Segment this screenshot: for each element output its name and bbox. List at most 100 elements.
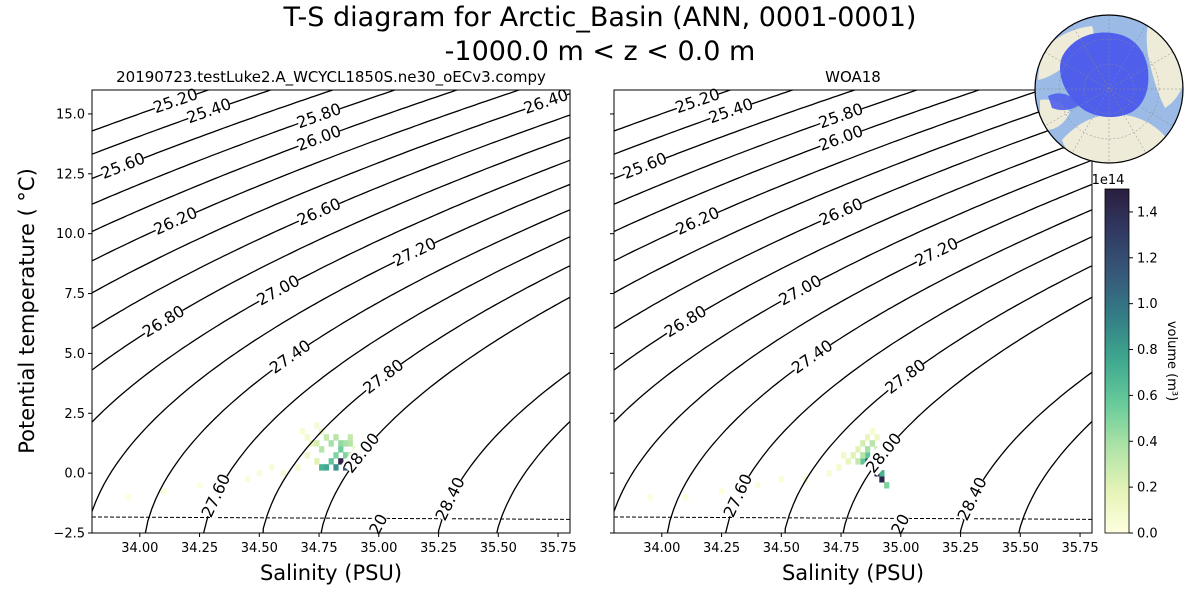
- l-volume-cell: [295, 464, 301, 471]
- l-volume-cell: [347, 440, 353, 447]
- r-volume-cell: [879, 476, 885, 483]
- l-contour-line: [320, 296, 570, 533]
- r-contour-label-bg: [954, 475, 991, 523]
- l-volume-cell: [256, 470, 263, 477]
- l-contour-label-bg: [99, 149, 147, 183]
- l-contour-label-bg: [390, 234, 439, 270]
- right-x-axis-label: Salinity (PSU): [782, 561, 924, 585]
- r-contour-label-bg: [817, 195, 865, 230]
- right-freezing-line: [614, 516, 1092, 520]
- r-x-tick-label: 35.25: [942, 541, 979, 556]
- l-y-tick-label: 12.5: [56, 167, 85, 182]
- l-contour-line: [92, 183, 570, 512]
- l-contour-label: 26.80: [139, 301, 188, 341]
- l-contour-label-bg: [522, 86, 570, 118]
- colorbar-tick-label: 1.2: [1137, 251, 1158, 266]
- r-contour-line: [842, 296, 1092, 533]
- l-contour-line: [92, 136, 570, 371]
- l-volume-cell: [314, 440, 320, 447]
- l-contour-label: 26.60: [294, 194, 344, 230]
- l-volume-cell: [304, 452, 310, 459]
- l-y-tick-label: −2.5: [53, 527, 85, 542]
- l-contour-label-bg: [151, 204, 200, 239]
- l-contour-label-bg: [295, 122, 343, 155]
- r-pressure-label-bg: [888, 512, 913, 537]
- left-axes-frame: [91, 89, 571, 534]
- l-contour-line: [144, 209, 570, 533]
- l-volume-cell: [319, 446, 325, 453]
- r-volume-cell: [755, 482, 761, 489]
- r-contour-line: [784, 265, 1092, 533]
- r-contour-label-bg: [817, 100, 865, 132]
- l-freezing-line-path: [92, 516, 570, 520]
- r-volume-cell: [874, 434, 880, 441]
- r-x-tick-label: 35.50: [1002, 541, 1039, 556]
- inset-region-shelf-extension: [1048, 93, 1080, 111]
- r-volume-cell: [778, 476, 785, 483]
- l-y-tick-label: 0.0: [64, 467, 85, 482]
- r-contour-label-bg: [673, 85, 722, 117]
- l-x-tick-label: 35.00: [360, 541, 397, 556]
- r-x-tick-label: 34.50: [763, 541, 800, 556]
- r-contour-label-bg: [662, 302, 710, 341]
- graticule-meridian: [1044, 51, 1174, 127]
- l-y-tick-label: 2.5: [64, 407, 85, 422]
- r-contour-line: [614, 93, 1092, 294]
- l-volume-cell: [347, 434, 353, 441]
- colorbar-label: volume (m³): [1164, 321, 1179, 401]
- r-freezing-line-path: [614, 516, 1092, 520]
- inset-arctic-basin-region: [1060, 32, 1149, 118]
- l-volume-cell: [245, 476, 251, 483]
- l-volume-cell: [323, 434, 329, 441]
- l-contour-label-bg: [198, 471, 234, 520]
- l-y-tick-label: 5.0: [64, 347, 85, 362]
- r-contour-line: [724, 236, 1092, 533]
- right-contour-labels: 25.2025.4025.6025.8026.0026.2026.4026.60…: [620, 84, 1093, 537]
- l-pressure-label-bg: [366, 512, 391, 537]
- l-contour-line: [92, 90, 335, 180]
- l-contour-label: 27.40: [266, 336, 314, 378]
- r-x-tick-label: 35.75: [1061, 541, 1098, 556]
- colorbar-tick-label: 0.6: [1137, 389, 1158, 404]
- l-contour-label-bg: [360, 356, 407, 398]
- left-y-ticks: −2.5 0.0 2.5 5.0 7.5 10.0 12.5 15.0: [53, 107, 92, 542]
- r-volume-cell: [683, 494, 689, 501]
- colorbar: 1e14 0.0 0.2 0.4 0.6 0.8 1.0 1.2 1.4 volume (m³…: [1092, 173, 1179, 542]
- colorbar-tick-label: 0.2: [1137, 481, 1158, 496]
- r-volume-cell: [647, 494, 653, 501]
- l-volume-cell: [333, 452, 339, 459]
- left-y-axis-label: Potential temperature ( °C): [15, 168, 39, 454]
- l-x-tick-label: 34.25: [181, 541, 218, 556]
- l-volume-cell: [161, 488, 167, 495]
- l-contour-label-bg: [295, 100, 343, 132]
- left-volume-heatmap: [125, 422, 358, 501]
- r-x-tick-label: 34.00: [643, 541, 680, 556]
- left-panel-title: 20190723.testLuke2.A_WCYCL1850S.ne30_oEC…: [116, 68, 546, 87]
- l-volume-cell: [343, 452, 349, 459]
- l-volume-cell: [197, 482, 203, 489]
- l-x-tick-label: 35.25: [420, 541, 457, 556]
- r-volume-cell: [869, 428, 875, 435]
- colorbar-multiplier: 1e14: [1092, 173, 1125, 188]
- colorbar-ticks: 0.0 0.2 0.4 0.6 0.8 1.0 1.2 1.4: [1129, 205, 1158, 542]
- l-volume-cell: [343, 440, 349, 447]
- inset-graticule: [1035, 15, 1183, 163]
- region-inset-map: [1034, 14, 1184, 164]
- r-volume-cell: [865, 434, 871, 441]
- right-y-ticks: [610, 113, 614, 534]
- right-volume-heatmap: [647, 428, 890, 501]
- r-volume-cell: [860, 458, 866, 465]
- r-contour-label-bg: [776, 272, 825, 310]
- figure-title-line2: -1000.0 m < z < 0.0 m: [445, 36, 756, 67]
- r-contour-label-bg: [720, 471, 756, 520]
- r-volume-cell: [802, 476, 808, 483]
- l-volume-cell: [304, 434, 310, 441]
- r-contour-line: [614, 90, 857, 180]
- left-x-axis-label: Salinity (PSU): [260, 561, 402, 585]
- l-volume-cell: [338, 440, 344, 447]
- l-contour-line: [262, 265, 570, 533]
- r-volume-cell: [860, 440, 866, 447]
- colorbar-tick-label: 0.0: [1137, 527, 1158, 542]
- colorbar-tick-label: 1.4: [1137, 205, 1158, 220]
- colorbar-tick-label: 0.4: [1137, 435, 1158, 450]
